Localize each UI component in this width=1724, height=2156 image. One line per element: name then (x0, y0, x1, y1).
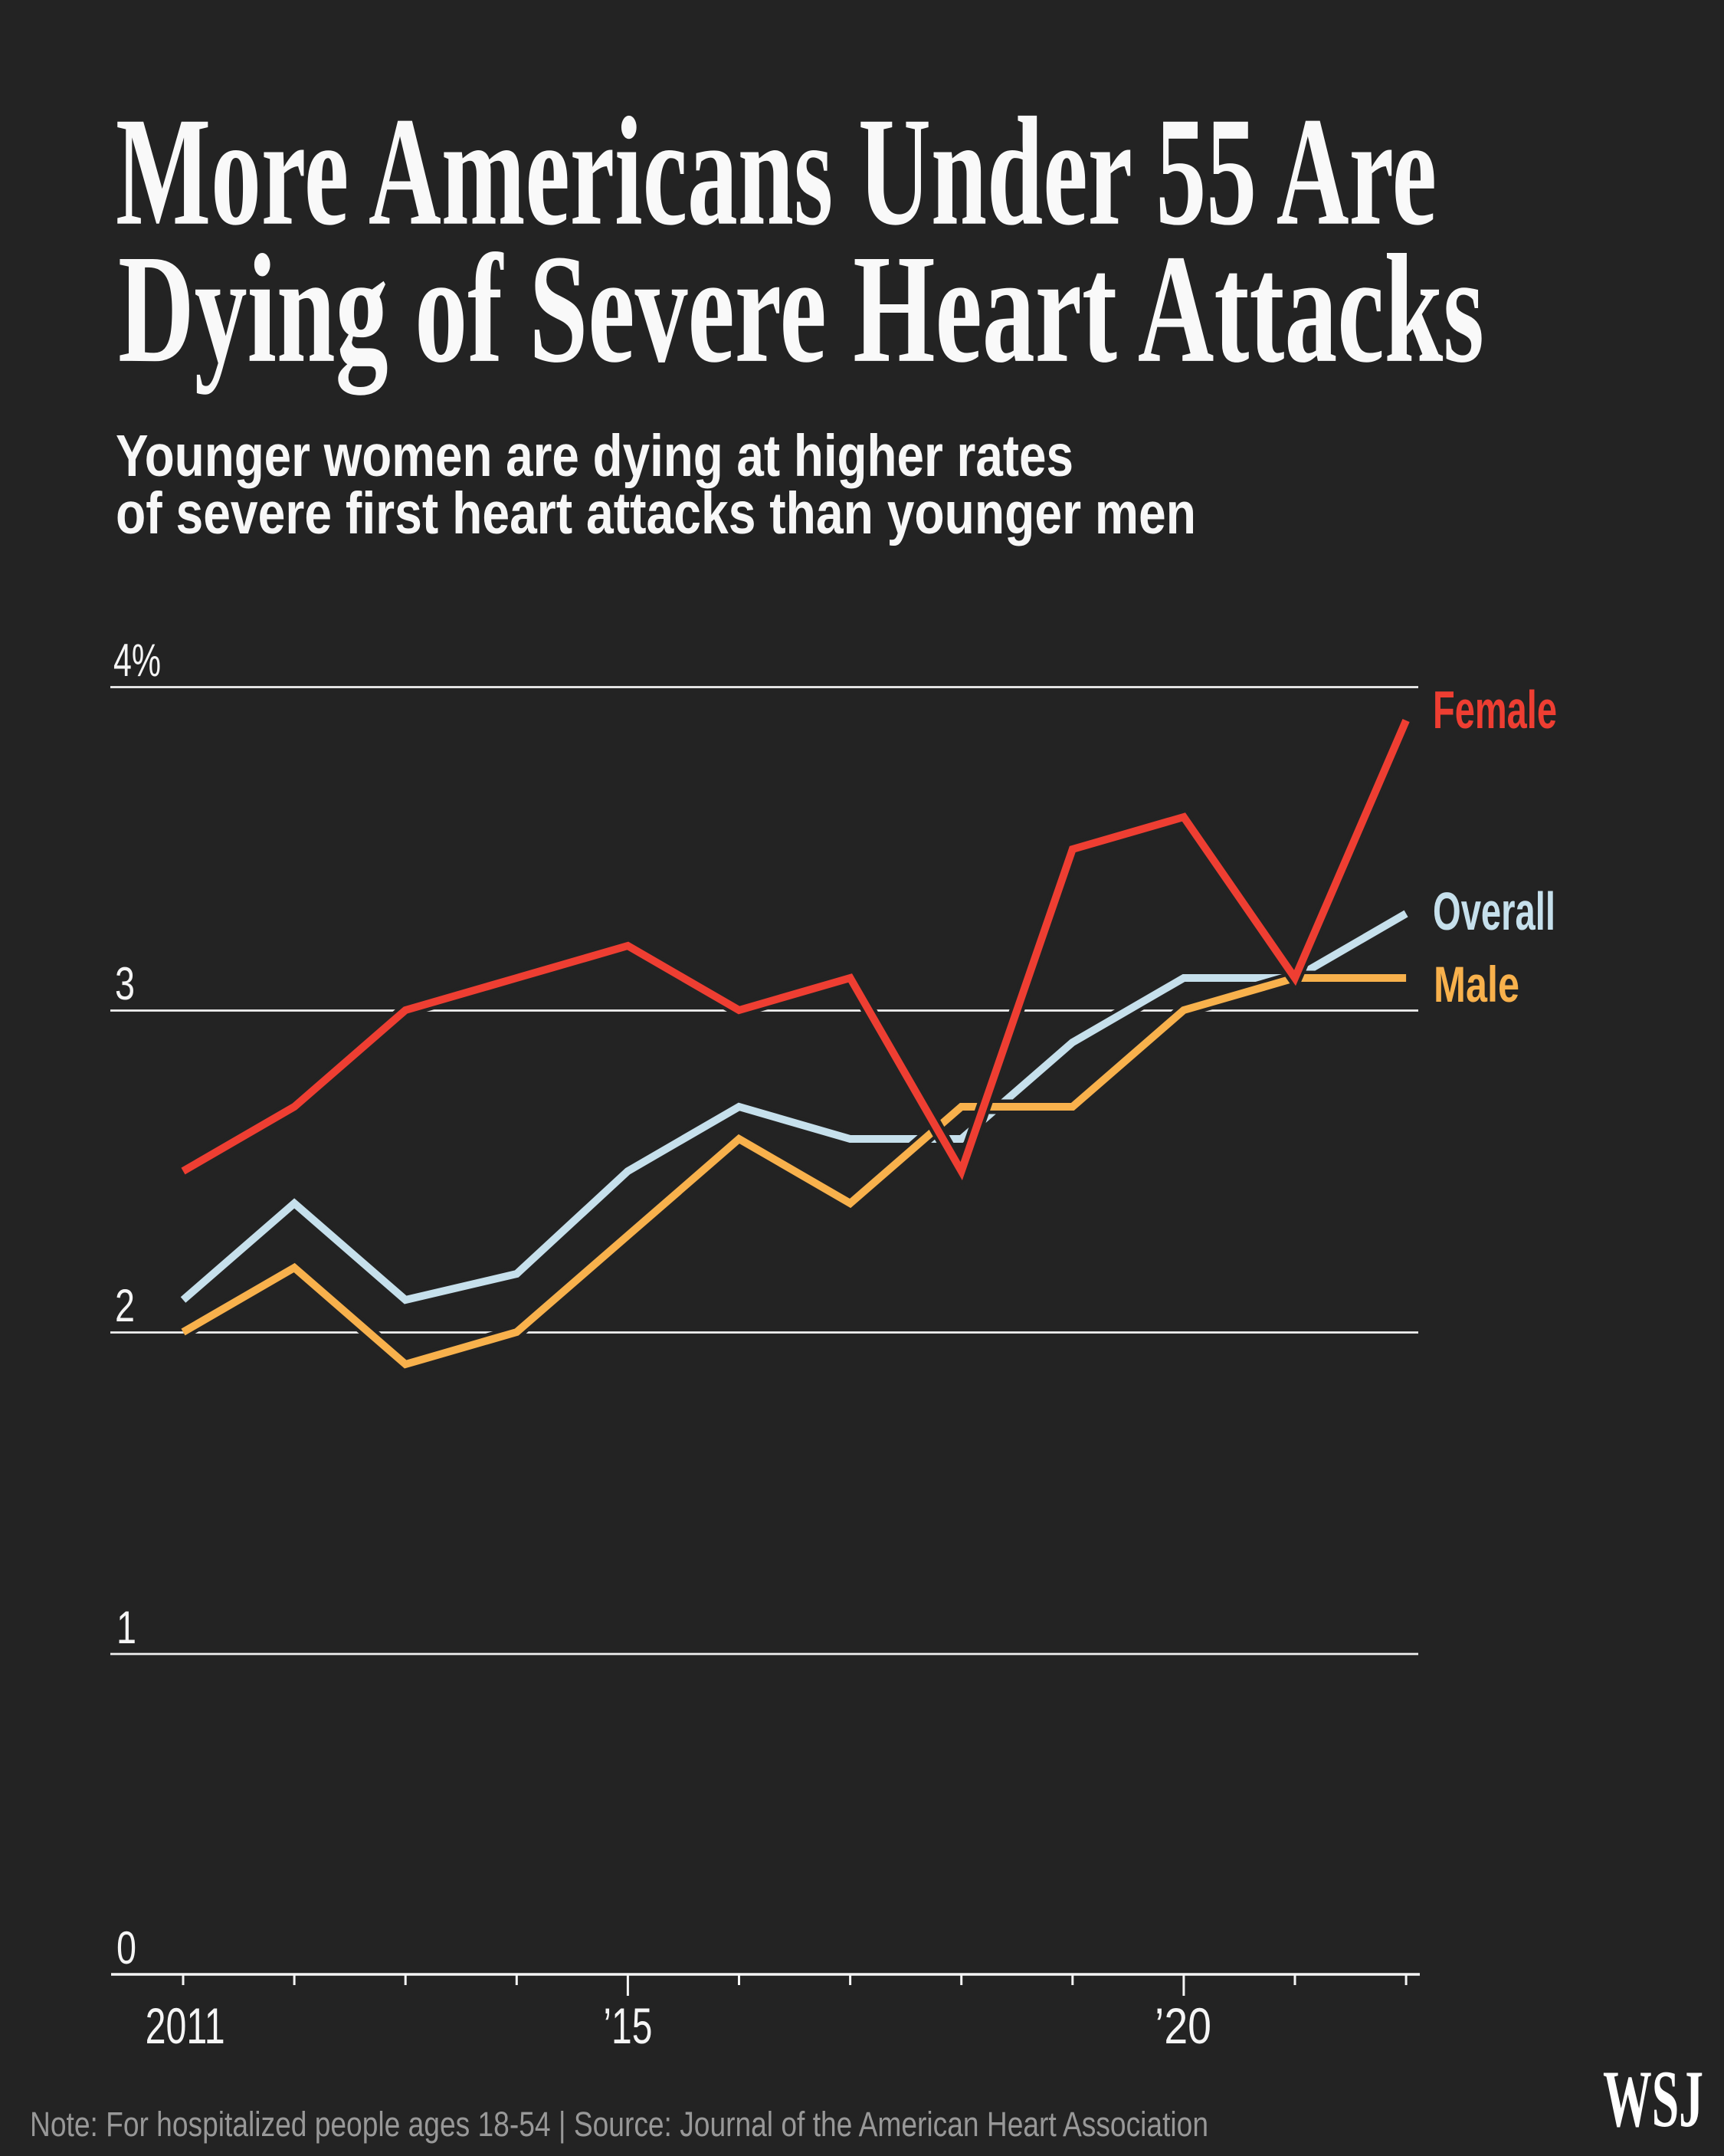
svg-text:2: 2 (115, 1280, 135, 1331)
svg-text:Dying of Severe Heart Attacks: Dying of Severe Heart Attacks (118, 222, 1484, 395)
svg-text:Male: Male (1434, 956, 1519, 1012)
svg-text:WSJ: WSJ (1603, 2054, 1703, 2144)
svg-text:’20: ’20 (1155, 1997, 1211, 2054)
svg-text:3: 3 (115, 958, 135, 1009)
svg-text:More Americans Under 55 Are: More Americans Under 55 Are (116, 85, 1437, 258)
svg-text:0: 0 (116, 1922, 136, 1974)
svg-text:Overall: Overall (1433, 881, 1555, 941)
svg-text:2011: 2011 (146, 1997, 225, 2054)
svg-text:Note: For hospitalized people: Note: For hospitalized people ages 18-54… (30, 2105, 1208, 2144)
svg-text:Younger women are dying at hig: Younger women are dying at higher rates (116, 423, 1073, 489)
svg-text:of severe first heart attacks: of severe first heart attacks than young… (116, 481, 1196, 546)
svg-text:’15: ’15 (603, 1997, 652, 2054)
svg-text:1: 1 (116, 1602, 136, 1653)
svg-text:Female: Female (1433, 680, 1557, 740)
svg-text:4%: 4% (113, 635, 161, 686)
